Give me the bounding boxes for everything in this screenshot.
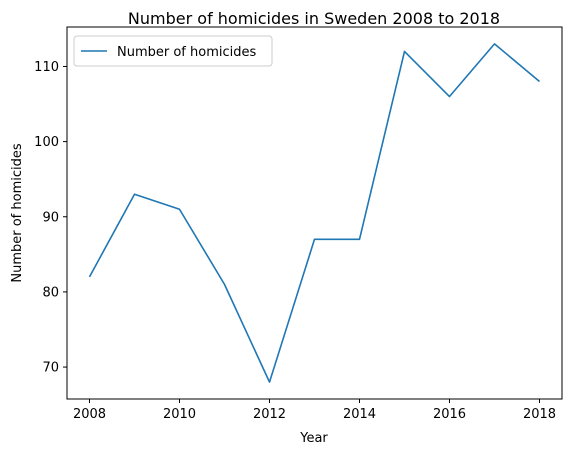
y-axis-ticks: 70 80 90 100 110: [34, 60, 67, 376]
y-axis-label: Number of homicides: [10, 143, 25, 282]
x-tick-label: 2016: [433, 407, 466, 422]
x-tick-label: 2018: [523, 407, 556, 422]
series-line-homicides: [88, 43, 541, 383]
y-tick-label: 70: [42, 361, 59, 376]
x-tick-label: 2008: [73, 407, 106, 422]
chart-title: Number of homicides in Sweden 2008 to 20…: [128, 9, 500, 28]
y-tick-label: 110: [34, 60, 59, 75]
y-tick-label: 80: [42, 285, 59, 300]
legend: Number of homicides: [73, 35, 273, 67]
x-axis-label: Year: [299, 431, 328, 446]
legend-box: [73, 35, 273, 67]
legend-label: Number of homicides: [117, 45, 256, 60]
y-tick-label: 100: [34, 135, 59, 150]
x-tick-label: 2014: [343, 407, 376, 422]
x-tick-label: 2010: [163, 407, 196, 422]
plot-area: 2008 2010 2012 2014 2016 2018 70 80 90 100 110: [34, 26, 563, 422]
plot-frame: [66, 26, 563, 400]
y-tick-label: 90: [42, 210, 59, 225]
x-tick-label: 2012: [253, 407, 286, 422]
x-axis-ticks: 2008 2010 2012 2014 2016 2018: [73, 399, 556, 422]
